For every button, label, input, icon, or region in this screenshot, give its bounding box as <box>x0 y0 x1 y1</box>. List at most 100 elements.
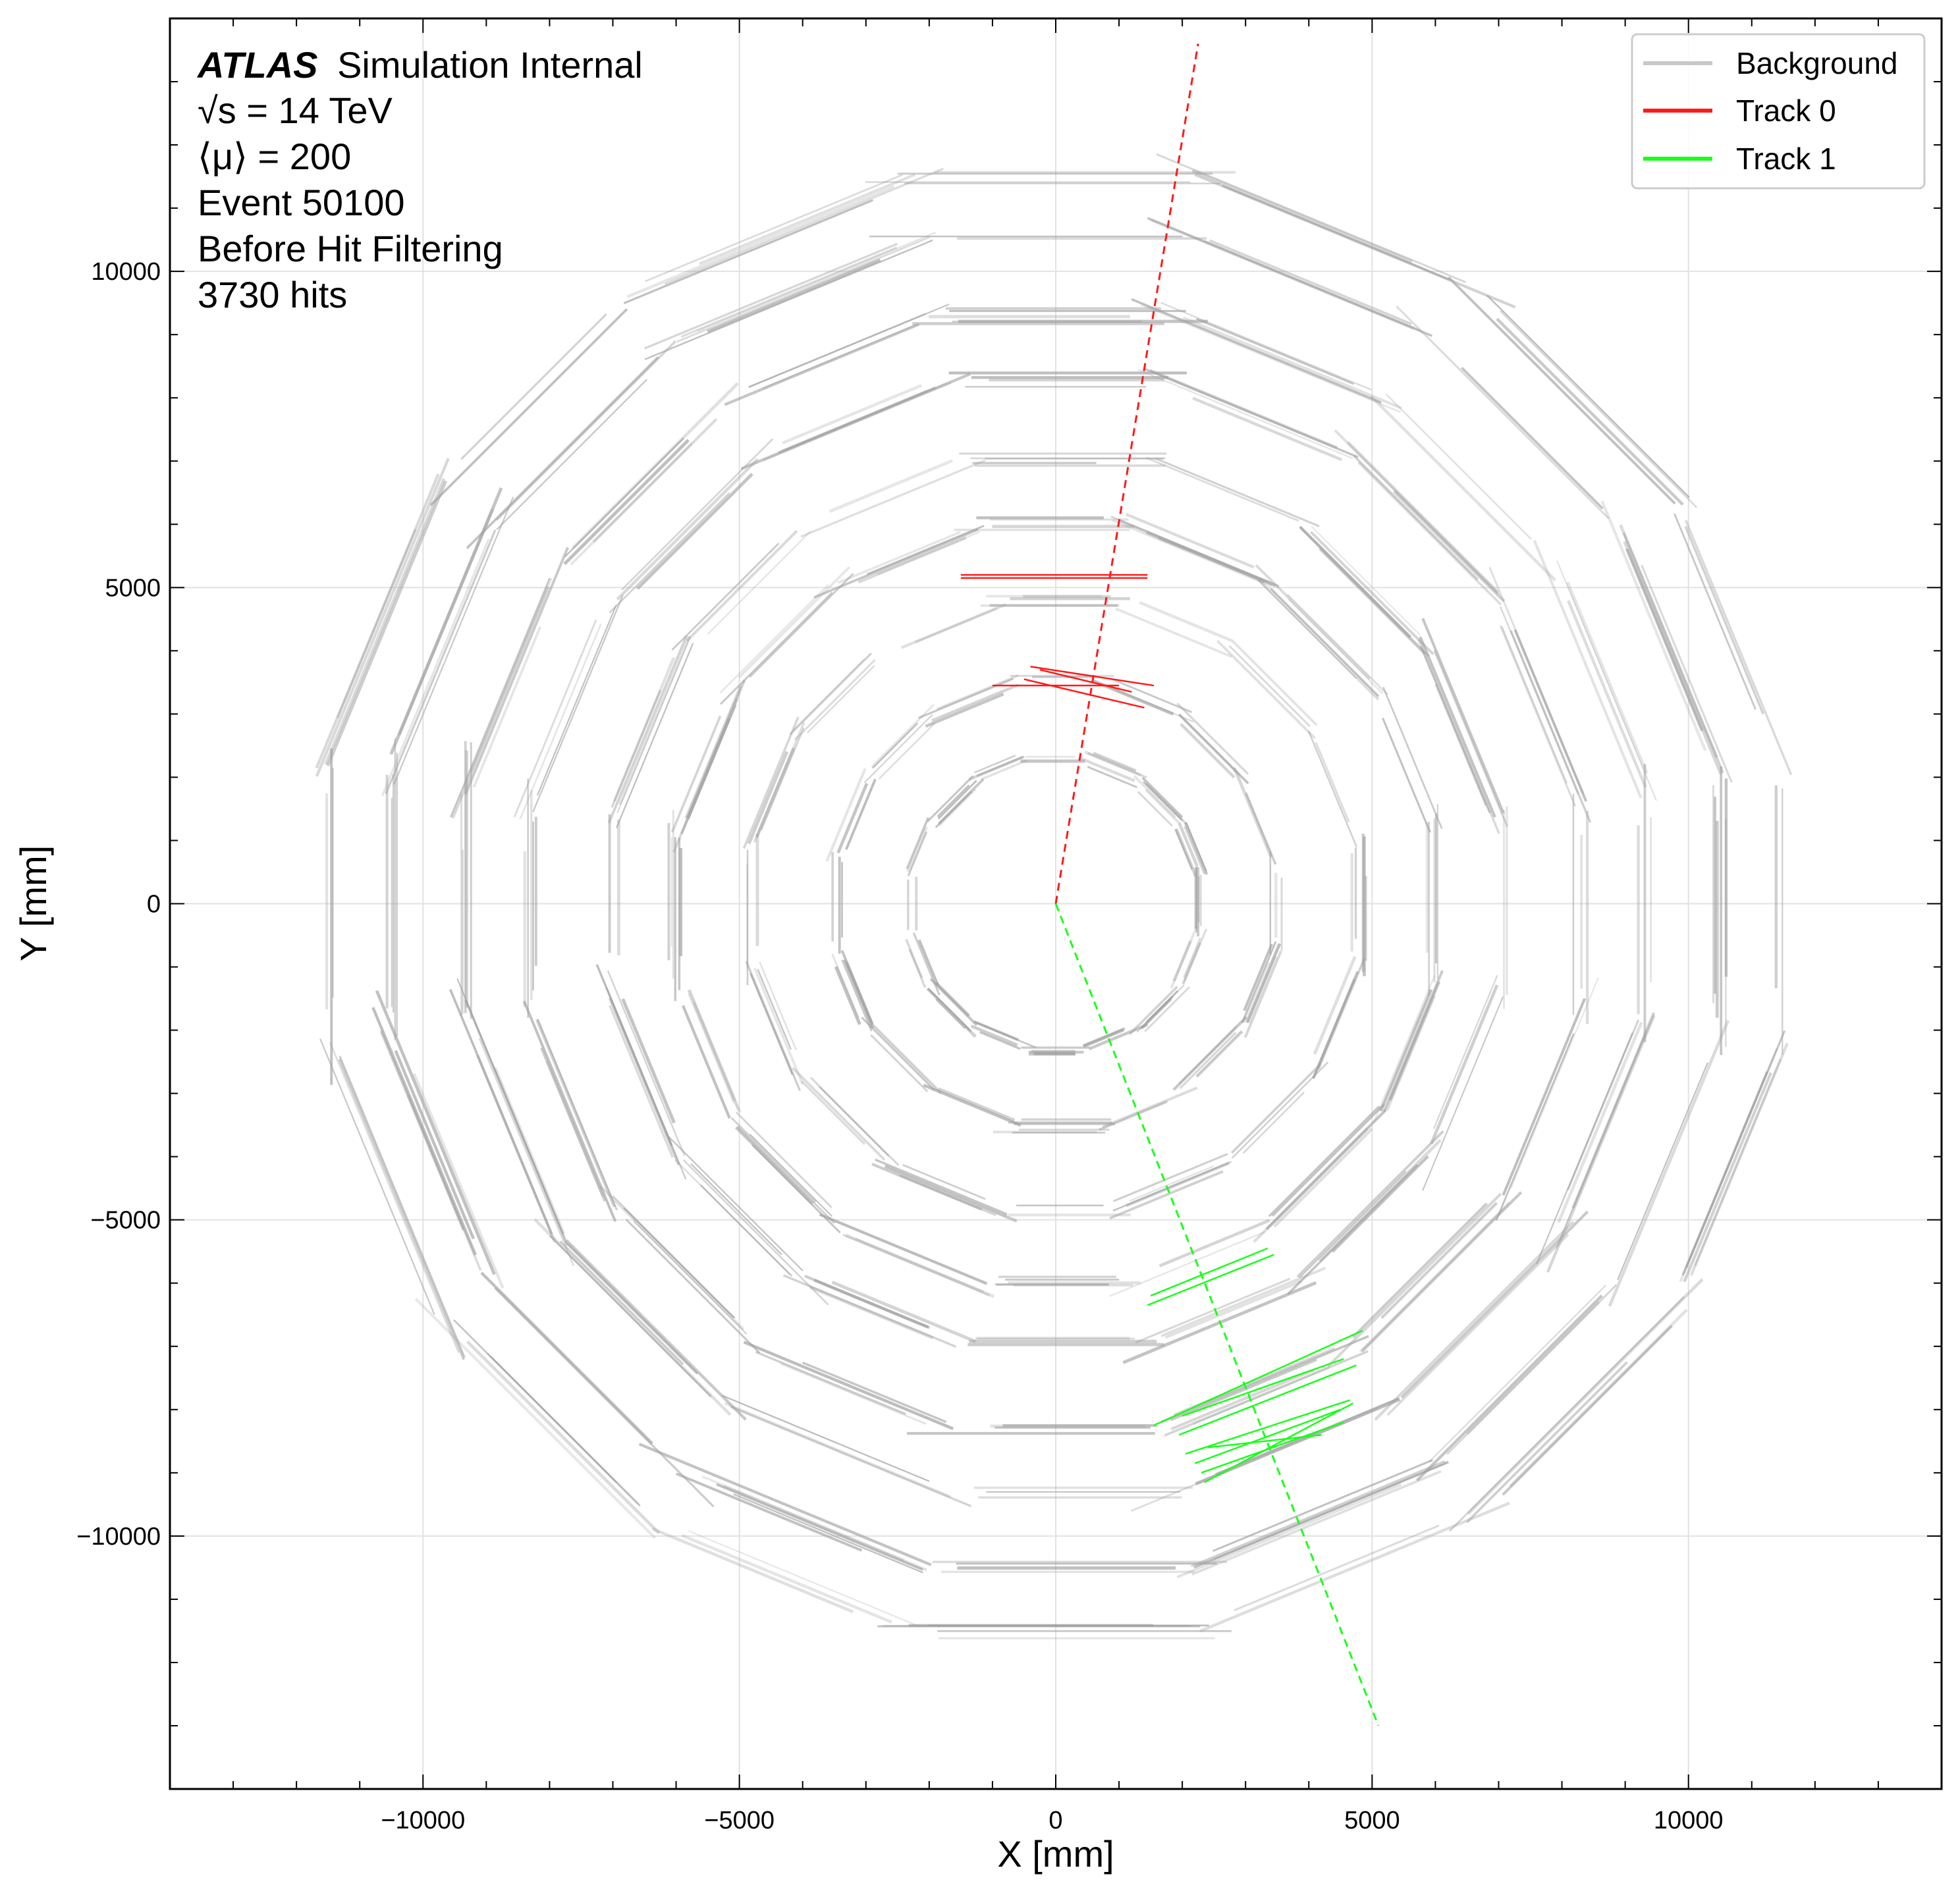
background-hit <box>692 1001 740 1111</box>
background-hit <box>1373 974 1436 1123</box>
background-hit <box>1307 730 1358 848</box>
background-hit <box>638 1443 932 1566</box>
background-hit <box>1357 461 1502 606</box>
background-hit <box>315 473 440 769</box>
background-hit <box>687 989 736 1102</box>
background-hit <box>792 658 865 731</box>
background-hit <box>315 458 450 777</box>
background-hit <box>1393 490 1506 602</box>
background-hit <box>915 607 998 643</box>
background-hit <box>612 1195 736 1319</box>
background-hit <box>970 1025 1018 1047</box>
background-hit <box>1331 1155 1429 1253</box>
background-hit <box>1361 1191 1523 1352</box>
background-hit <box>738 566 851 679</box>
background-hit <box>1385 995 1436 1111</box>
background-hit <box>829 459 954 513</box>
background-hit <box>899 1174 996 1217</box>
background-hit <box>979 1031 1021 1050</box>
track-0-hit <box>1030 666 1155 687</box>
background-hit <box>1184 822 1209 875</box>
background-hit <box>1170 925 1199 989</box>
background-hit <box>759 961 798 1051</box>
background-hit <box>1160 302 1372 391</box>
background-hit <box>1571 1012 1656 1209</box>
background-hit <box>719 584 829 694</box>
background-hit <box>937 780 977 820</box>
background-hit <box>1501 626 1568 784</box>
background-hit <box>1170 1358 1317 1422</box>
background-hit <box>935 791 973 828</box>
background-hit <box>748 304 950 388</box>
y-tick-label: −10000 <box>76 1523 161 1551</box>
background-hit <box>936 674 1019 710</box>
background-hit <box>1199 1501 1510 1633</box>
background-hit <box>450 586 550 819</box>
background-hit <box>875 1158 1008 1215</box>
background-hit <box>1288 598 1384 695</box>
background-hit <box>620 438 774 591</box>
background-hit <box>761 728 805 831</box>
track-hits <box>960 43 1380 1726</box>
background-hit <box>1147 217 1433 337</box>
hits-count-label: 3730 hits <box>198 274 347 315</box>
background-hit <box>626 184 895 298</box>
background-hit <box>1430 984 1499 1144</box>
background-hit <box>755 1350 906 1416</box>
background-hit <box>1209 239 1412 325</box>
background-hit <box>1265 1109 1387 1231</box>
background-hit <box>1600 500 1707 751</box>
background-hit <box>338 1059 465 1360</box>
background-hit <box>1245 792 1277 865</box>
background-hit <box>841 959 873 1032</box>
atlas-status-label: Simulation Internal <box>337 44 643 86</box>
y-tick-label: 5000 <box>105 574 161 602</box>
background-hit <box>719 591 833 705</box>
background-hit <box>1299 525 1412 639</box>
background-hit <box>1315 742 1350 823</box>
background-hit <box>809 1285 934 1340</box>
background-hit <box>699 1184 793 1277</box>
background-hit <box>1093 751 1137 772</box>
background-hit <box>1287 594 1389 696</box>
background-hit <box>1183 937 1201 978</box>
legend-label-track-1: Track 1 <box>1736 142 1836 176</box>
background-hit <box>845 778 877 850</box>
background-hit <box>1625 548 1704 732</box>
background-hit <box>763 381 952 462</box>
background-hit <box>625 1219 761 1354</box>
track-1-hit <box>1207 1433 1322 1449</box>
background-hit <box>980 759 1028 781</box>
background-hit <box>1311 525 1421 635</box>
background-hit <box>800 459 986 538</box>
background-hit <box>927 775 974 822</box>
background-hit <box>724 323 920 406</box>
background-hit <box>813 1278 929 1329</box>
background-hit <box>1388 981 1441 1101</box>
background-hit <box>1396 306 1610 520</box>
background-hit <box>1131 1408 1379 1512</box>
background-hit <box>1684 520 1793 776</box>
background-hit <box>1270 587 1380 697</box>
background-hit <box>929 989 972 1032</box>
background-hit <box>460 313 607 460</box>
background-hit <box>871 704 935 768</box>
background-hit <box>1191 1470 1442 1576</box>
background-hit <box>1533 539 1643 799</box>
background-hit <box>697 231 937 333</box>
background-hit <box>1386 394 1532 540</box>
x-tick-label: 0 <box>1048 1807 1062 1834</box>
background-hit <box>1156 153 1466 283</box>
background-hit <box>687 993 734 1104</box>
background-hit <box>782 389 929 452</box>
background-hit <box>684 685 742 819</box>
background-hit <box>1419 636 1496 818</box>
background-hit <box>1382 717 1431 833</box>
background-hit <box>1566 600 1647 788</box>
background-hit <box>935 998 966 1029</box>
background-hit <box>845 1233 995 1298</box>
background-hit <box>1247 955 1278 1024</box>
background-hit <box>1145 456 1299 522</box>
background-hit <box>1486 294 1690 498</box>
background-hit <box>496 379 647 530</box>
